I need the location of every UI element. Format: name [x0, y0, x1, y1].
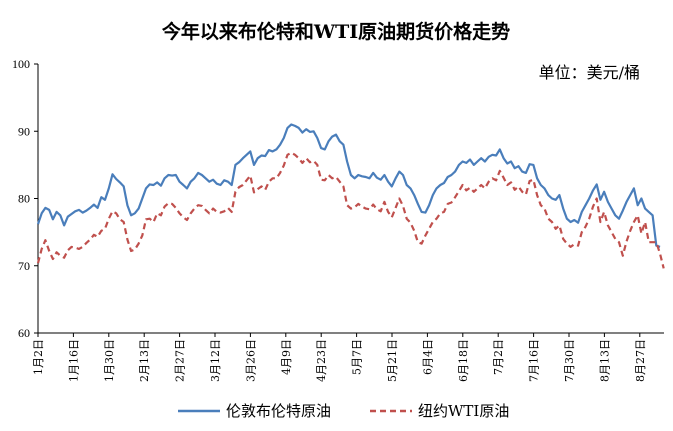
series-line-brent: [36, 123, 661, 248]
x-tick-label: 7月2日: [492, 339, 505, 375]
x-tick-label: 1月30日: [103, 339, 116, 382]
x-tick-label: 5月7日: [351, 339, 364, 375]
y-tick-label: 70: [18, 259, 30, 273]
legend: 伦敦布伦特原油 纽约WTI原油: [178, 402, 509, 420]
y-tick-label: 90: [18, 124, 30, 138]
x-tick-label: 1月2日: [32, 339, 45, 375]
x-tick-label: 6月4日: [421, 339, 434, 375]
chart-title: 今年以来布伦特和WTI原油期货价格走势: [161, 20, 510, 43]
x-tick-label: 7月16日: [528, 339, 541, 382]
x-tick-label: 6月18日: [457, 339, 470, 382]
x-tick-label: 3月26日: [244, 339, 257, 382]
x-tick-label: 8月27日: [634, 339, 647, 382]
x-tick-label: 1月16日: [67, 339, 80, 382]
y-axis: 60 70 80 90 100: [12, 57, 39, 340]
legend-label-brent: 伦敦布伦特原油: [226, 402, 331, 420]
y-tick-label: 60: [18, 326, 30, 340]
x-tick-label: 2月13日: [138, 339, 151, 382]
legend-item-wti: 纽约WTI原油: [370, 402, 509, 420]
legend-item-brent: 伦敦布伦特原油: [178, 402, 331, 420]
x-tick-label: 7月30日: [563, 339, 576, 382]
series-line-wti: [36, 151, 665, 269]
x-tick-label: 4月9日: [280, 339, 293, 375]
legend-label-wti: 纽约WTI原油: [418, 402, 509, 420]
x-tick-label: 4月23日: [315, 339, 328, 382]
x-tick-label: 8月13日: [598, 339, 611, 382]
y-tick-label: 80: [18, 192, 30, 206]
x-tick-label: 3月12日: [209, 339, 222, 382]
y-tick-label: 100: [12, 57, 30, 71]
unit-label: 单位：美元/桶: [539, 63, 640, 82]
x-axis: 1月2日 1月16日 1月30日 2月13日 2月27日 3月12日 3月26日 4月9日 4月…: [32, 332, 664, 382]
x-tick-label: 2月27日: [174, 339, 187, 382]
series-layer: [36, 123, 665, 269]
x-tick-label: 5月21日: [386, 339, 399, 382]
